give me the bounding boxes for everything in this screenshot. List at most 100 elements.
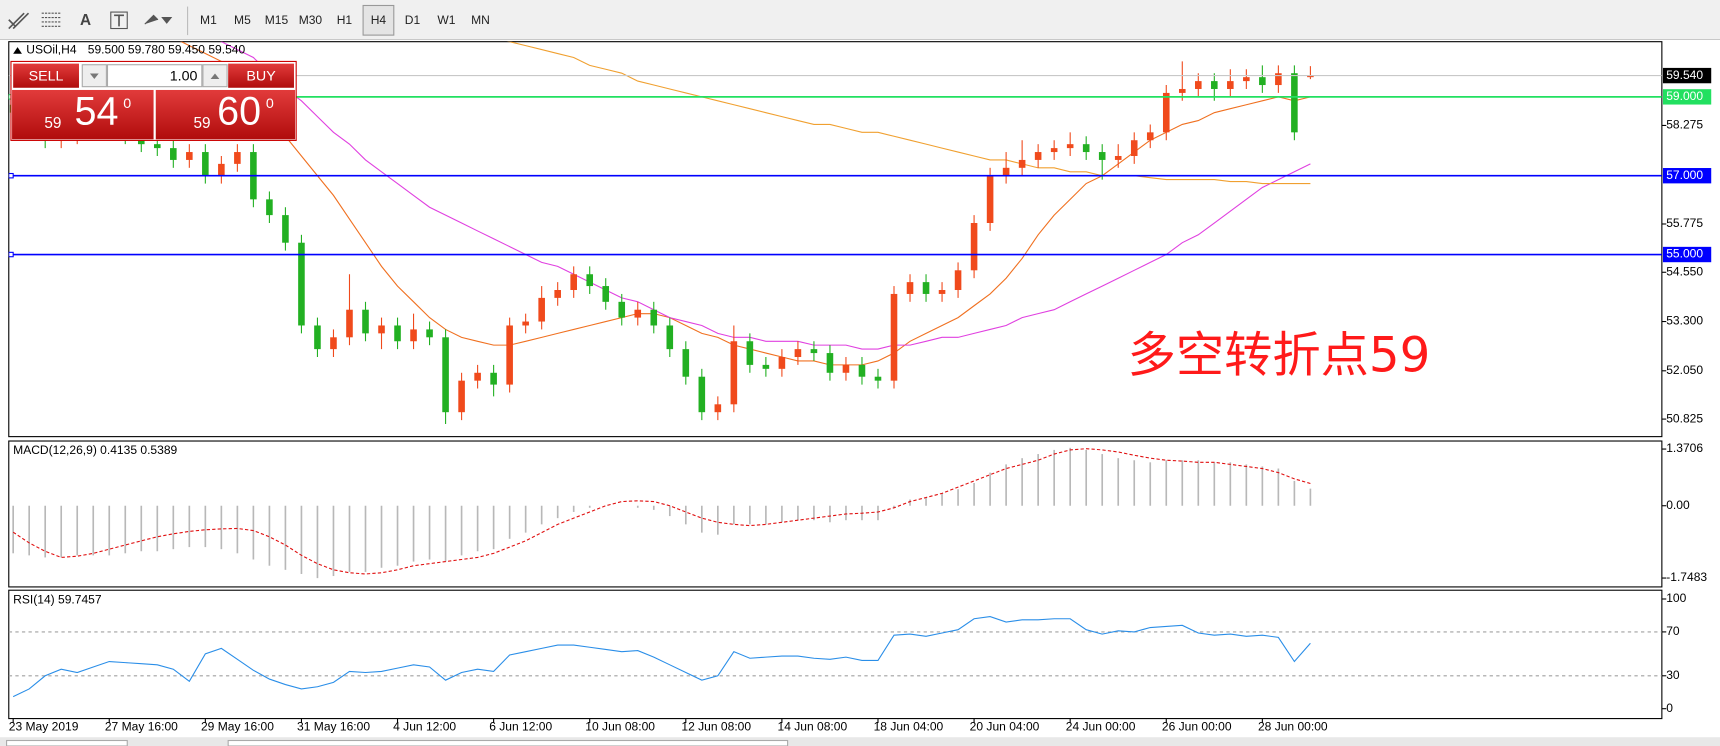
- sell-label[interactable]: SELL: [29, 69, 64, 85]
- ask-point: 0: [266, 96, 274, 112]
- bid-pips: 54: [75, 90, 119, 134]
- arrow-down: [89, 73, 99, 79]
- one-click-trading: SELL 1.00 BUY 59 54 0 59 60 0: [10, 60, 297, 141]
- icon-label[interactable]: [110, 11, 128, 30]
- timeframe-button[interactable]: D1: [405, 13, 421, 27]
- icon-arrows[interactable]: [144, 14, 173, 25]
- line-label: 55.000: [1666, 247, 1703, 261]
- macd-bar: [1037, 454, 1039, 506]
- macd-bar: [1101, 454, 1104, 506]
- candle-body: [266, 199, 273, 216]
- candle-body: [490, 372, 497, 385]
- plot-area: [12, 447, 1312, 579]
- candle-body: [650, 309, 658, 326]
- macd-bar: [749, 505, 751, 525]
- ohlc-values: 59.500 59.780 59.450 59.540: [88, 43, 246, 57]
- macd-bar: [957, 489, 959, 506]
- timeframe-button[interactable]: M5: [234, 13, 251, 27]
- candle-body: [746, 341, 754, 365]
- macd-bar: [348, 505, 351, 572]
- timeframe-button[interactable]: H1: [337, 13, 353, 27]
- candle-body: [442, 337, 449, 413]
- tab[interactable]: [227, 739, 789, 746]
- x-tick-label: 10 Jun 08:00: [585, 720, 655, 734]
- macd-bar: [540, 505, 543, 525]
- macd-bar: [556, 505, 559, 519]
- last-price-label: 59.540: [1666, 68, 1703, 82]
- timeframe-button[interactable]: M30: [299, 13, 323, 27]
- icon-lines[interactable]: [8, 12, 30, 30]
- macd-bar: [396, 505, 399, 566]
- tab[interactable]: [6, 739, 128, 746]
- macd-bar: [909, 499, 911, 506]
- icon-fibo[interactable]: [41, 12, 62, 27]
- candle-body: [762, 364, 770, 369]
- y-tick-label: 1.3706: [1666, 441, 1703, 455]
- macd-bar: [877, 505, 879, 521]
- timeframe-button[interactable]: M1: [200, 13, 217, 27]
- candle-body: [538, 297, 545, 322]
- macd-bar: [1293, 480, 1296, 506]
- indicator-title: MACD(12,26,9) 0.4135 0.5389: [13, 443, 177, 457]
- x-tick-label: 29 May 16:00: [201, 720, 274, 734]
- macd-bar: [733, 505, 735, 525]
- x-tick-label: 14 Jun 08:00: [778, 720, 848, 734]
- timeframe-button[interactable]: M15: [265, 13, 289, 27]
- x-tick-label: 18 Jun 04:00: [874, 720, 944, 734]
- sell-button[interactable]: [13, 63, 79, 88]
- buy-label[interactable]: BUY: [246, 69, 276, 85]
- x-tick-label: 20 Jun 04:00: [970, 720, 1040, 734]
- y-tick-label: 0: [1666, 701, 1673, 715]
- candle-body: [202, 152, 209, 176]
- macd-bar: [28, 505, 31, 556]
- macd-bar: [1053, 449, 1055, 506]
- bottom-tabs: [0, 737, 1720, 746]
- macd-bar: [973, 482, 975, 506]
- macd-bar: [941, 493, 943, 506]
- macd-bar: [172, 505, 175, 550]
- candle-body: [810, 349, 818, 354]
- timeframe-button[interactable]: H4: [371, 13, 387, 27]
- candle-body: [1243, 77, 1250, 82]
- volume[interactable]: 1.00: [170, 69, 198, 85]
- macd-bar: [412, 505, 415, 562]
- candle-body: [682, 349, 690, 377]
- macd-bar: [684, 505, 687, 525]
- macd-bar: [156, 505, 159, 552]
- macd-bar: [60, 505, 63, 558]
- text-tool[interactable]: A: [80, 12, 91, 29]
- macd-bar: [332, 505, 335, 577]
- timeframes: M1 M5 M15 M30 H1 H4 D1 W1 MN: [200, 4, 490, 36]
- volume-input[interactable]: [106, 64, 203, 88]
- candle-body: [1178, 88, 1186, 93]
- y-tick-label: 0.00: [1666, 498, 1690, 512]
- timeframe-button[interactable]: MN: [471, 13, 490, 27]
- candle-body: [378, 325, 385, 334]
- line-label: 57.000: [1666, 168, 1703, 182]
- macd-bar: [1021, 458, 1023, 506]
- candle-body: [586, 274, 594, 287]
- macd-bar: [1245, 464, 1248, 506]
- candle-body: [890, 293, 898, 381]
- macd-bar: [492, 505, 495, 550]
- candle-body: [1130, 140, 1138, 156]
- bid-box[interactable]: [12, 89, 154, 140]
- line-anchor: [8, 172, 14, 179]
- candle-body: [410, 329, 417, 342]
- ask-prefix: 59: [194, 115, 211, 132]
- macd-bar: [300, 505, 303, 574]
- candle-body: [1146, 132, 1154, 141]
- buy-button[interactable]: [228, 63, 294, 88]
- timeframe-button[interactable]: W1: [437, 13, 455, 27]
- macd-bar: [1117, 458, 1120, 506]
- candle-body: [922, 282, 930, 294]
- candle-body: [794, 349, 802, 358]
- y-tick-label: 55.775: [1666, 216, 1703, 230]
- y-tick-label: 58.275: [1666, 118, 1703, 132]
- moving-average: [507, 41, 1311, 185]
- candle-body: [314, 325, 321, 350]
- macd-bar: [1277, 468, 1280, 506]
- ask-pips: 60: [217, 90, 261, 134]
- ask-box[interactable]: [155, 89, 296, 140]
